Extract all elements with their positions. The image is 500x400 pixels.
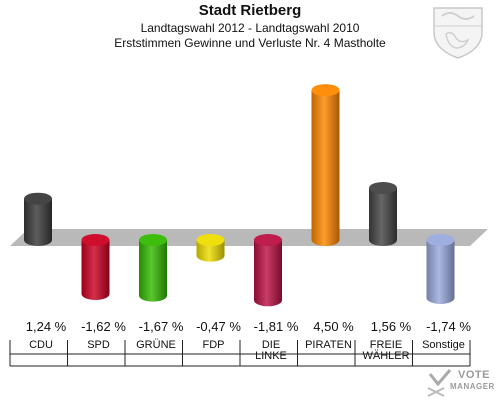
- zero-plane: [10, 229, 488, 246]
- bar-cap: [369, 182, 397, 195]
- bar-8: [426, 234, 455, 304]
- vote-manager-logo-icon: [427, 369, 452, 397]
- bar-cap: [254, 234, 282, 246]
- bar-cap: [196, 234, 225, 246]
- category-label: WÄHLER: [362, 350, 409, 362]
- bar-body: [24, 198, 52, 246]
- category-label: Sonstige: [422, 339, 465, 351]
- bars-group: [24, 84, 455, 307]
- bar-3: [139, 234, 167, 302]
- bar-cap: [426, 234, 455, 246]
- bar-cap: [139, 234, 167, 246]
- vote-manager-logo-line2: MANAGER: [450, 382, 495, 391]
- bar-body: [369, 188, 397, 246]
- value-label: 1,56 %: [371, 319, 412, 334]
- value-label: -1,67 %: [139, 319, 184, 334]
- value-label: -1,81 %: [254, 319, 299, 334]
- bar-2: [81, 234, 110, 300]
- value-label: -0,47 %: [196, 319, 241, 334]
- bar-body: [139, 240, 167, 302]
- bar-body: [81, 240, 110, 300]
- category-label: PIRATEN: [305, 339, 352, 351]
- value-label: 1,24 %: [26, 319, 67, 334]
- chart-subtitle-election: Landtagswahl 2012 - Landtagswahl 2010: [140, 21, 360, 35]
- bar-cap: [81, 234, 110, 246]
- category-label: LINKE: [255, 350, 287, 362]
- category-label: SPD: [87, 339, 110, 351]
- bar-body: [426, 240, 455, 304]
- bar-cap: [24, 192, 52, 205]
- bar-body: [254, 240, 282, 307]
- value-label: 4,50 %: [313, 319, 354, 334]
- bar-7: [369, 182, 397, 246]
- chart-title: Stadt Rietberg: [198, 2, 302, 19]
- category-label: FREIE: [370, 339, 402, 351]
- coat-of-arms-icon: [433, 7, 483, 59]
- bar-5: [254, 234, 282, 307]
- bar-cap: [311, 84, 340, 97]
- bar-1: [24, 192, 52, 246]
- bar-4: [196, 234, 225, 262]
- value-label: -1,74 %: [426, 319, 471, 334]
- bar-body: [311, 90, 340, 247]
- bar-6: [311, 84, 340, 247]
- category-label: DIE: [262, 339, 280, 351]
- value-label: -1,62 %: [81, 319, 126, 334]
- bar-body: [196, 240, 225, 262]
- value-labels-group: 1,24 % -1,62 % -1,67 % -0,47 % -1,81 % 4,50 %…: [26, 319, 472, 334]
- category-label: FDP: [203, 339, 225, 351]
- category-label: GRÜNE: [136, 339, 176, 351]
- chart-subtitle-district: Erststimmen Gewinne und Verluste Nr. 4 M…: [114, 36, 386, 50]
- vote-manager-logo-line1: VOTE: [458, 369, 490, 381]
- category-label: CDU: [29, 339, 53, 351]
